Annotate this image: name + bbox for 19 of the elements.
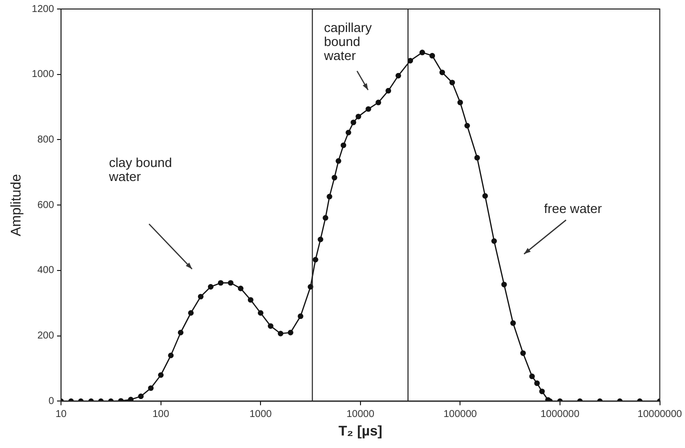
- y-tick-label: 0: [48, 396, 54, 407]
- y-tick-label: 600: [37, 200, 54, 211]
- x-tick-label: 10: [55, 408, 68, 420]
- annotation: capillary bound water: [323, 20, 372, 64]
- y-tick-label: 200: [37, 330, 54, 342]
- y-tick-label: 1200: [32, 4, 54, 15]
- x-tick-label: 10000000: [638, 408, 682, 420]
- x-tick-label: 1000000: [540, 408, 580, 420]
- x-tick-label: 10000: [346, 408, 375, 420]
- x-tick-label: 1000: [249, 408, 272, 420]
- annotation: clay bound water: [108, 155, 172, 184]
- x-tick-label: 100: [152, 408, 170, 420]
- y-tick-label: 400: [37, 265, 54, 276]
- y-axis-title: Amplitude: [7, 174, 24, 236]
- x-axis-title: T₂ [µs]: [338, 422, 382, 438]
- y-tick-label: 1000: [32, 69, 54, 80]
- x-tick-label: 100000: [443, 408, 478, 420]
- annotation: free water: [544, 201, 603, 216]
- y-tick-label: 800: [37, 134, 54, 146]
